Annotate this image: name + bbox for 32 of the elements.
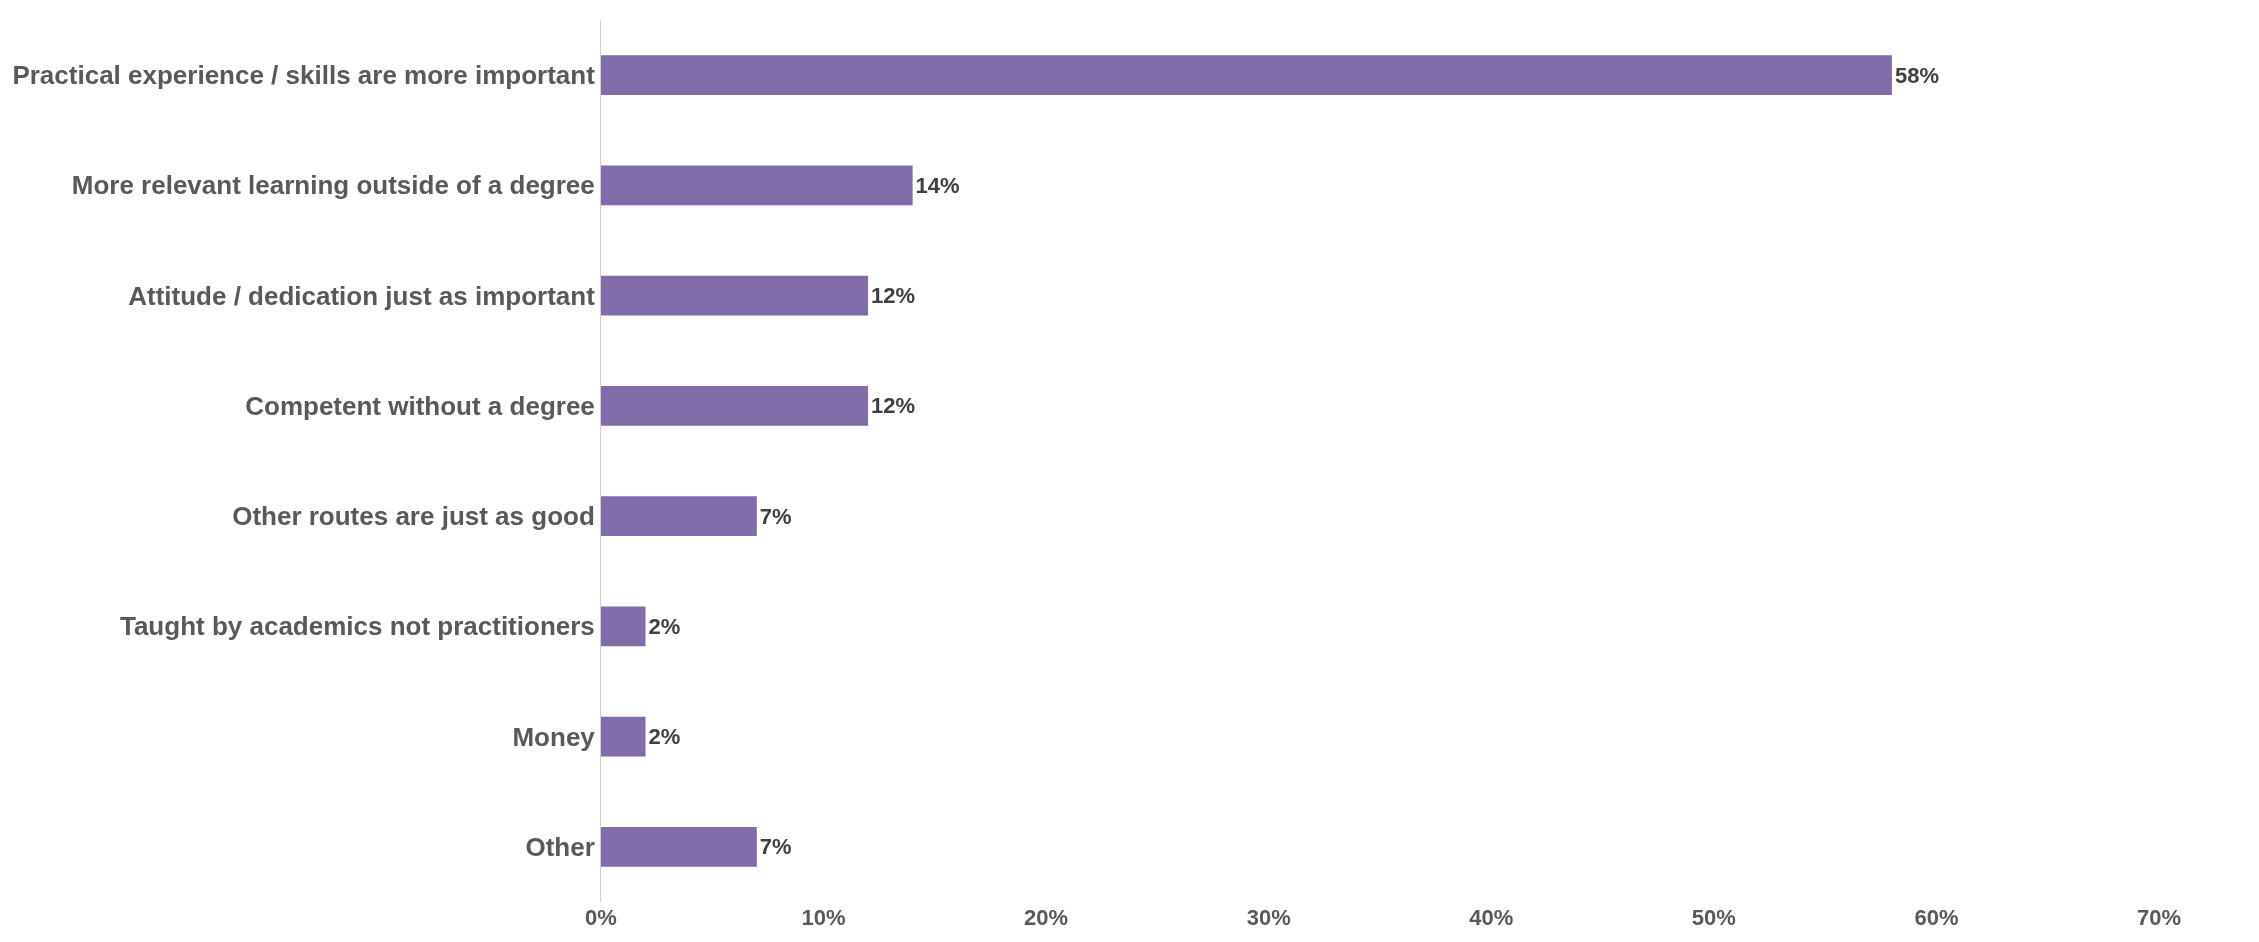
bar	[601, 165, 913, 206]
data-label: 14%	[915, 172, 960, 198]
data-label: 12%	[871, 283, 916, 309]
x-tick-label: 50%	[1691, 905, 1736, 930]
bar	[601, 827, 757, 867]
y-tick-label: Taught by academics not practitioners	[119, 611, 595, 642]
y-tick-label: Money	[512, 721, 596, 752]
x-tick-label: 70%	[2136, 905, 2182, 930]
bar	[601, 606, 646, 647]
x-tick-label: 20%	[1024, 905, 1069, 930]
x-tick-label: 60%	[1914, 905, 1959, 930]
x-tick-label: 10%	[801, 905, 846, 930]
y-tick-label: Practical experience / skills are more important	[12, 60, 596, 91]
data-label: 58%	[1894, 62, 1939, 88]
x-tick-label: 40%	[1469, 905, 1514, 930]
bar	[601, 275, 869, 316]
bar	[601, 386, 869, 426]
y-tick-label: Other	[525, 831, 595, 862]
y-tick-label: Other routes are just as good	[232, 501, 595, 532]
bar	[601, 496, 757, 536]
data-label: 12%	[871, 393, 916, 419]
bar	[601, 716, 646, 757]
y-tick-label: More relevant learning outside of a degree	[71, 170, 595, 201]
x-tick-label: 0%	[585, 905, 617, 930]
y-tick-label: Attitude / dedication just as important	[128, 280, 596, 311]
data-label: 7%	[759, 503, 792, 529]
bar	[601, 55, 1892, 95]
x-tick-label: 30%	[1246, 905, 1291, 930]
y-tick-label: Competent without a degree	[245, 390, 595, 421]
data-label: 2%	[648, 613, 681, 639]
data-label: 2%	[648, 724, 681, 750]
data-label: 7%	[759, 834, 792, 860]
